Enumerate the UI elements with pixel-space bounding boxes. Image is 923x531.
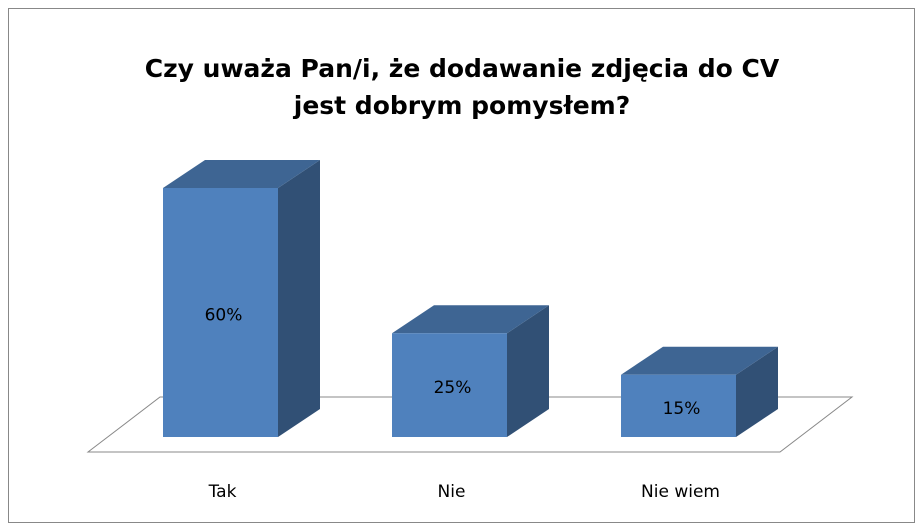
bar	[392, 305, 549, 437]
data-label: 15%	[663, 399, 701, 419]
data-label: 60%	[205, 306, 243, 326]
x-tick-label: Nie wiem	[641, 482, 720, 502]
bar-top	[163, 160, 320, 188]
data-label: 25%	[434, 378, 472, 398]
bar-side	[736, 346, 778, 437]
x-tick-label: Nie	[438, 482, 466, 502]
bar-front	[392, 333, 507, 437]
bar-front	[163, 188, 278, 437]
bar-top	[392, 305, 549, 334]
bar	[621, 346, 778, 437]
bar-side	[278, 160, 320, 437]
bar-side	[507, 305, 549, 437]
bar-top	[621, 346, 778, 375]
chart-title: jest dobrym pomysłem?	[293, 91, 631, 120]
bar	[163, 160, 320, 437]
chart-title: Czy uważa Pan/i, że dodawanie zdjęcia do…	[145, 54, 780, 83]
bar-front	[621, 374, 736, 437]
x-tick-label: Tak	[208, 482, 237, 502]
